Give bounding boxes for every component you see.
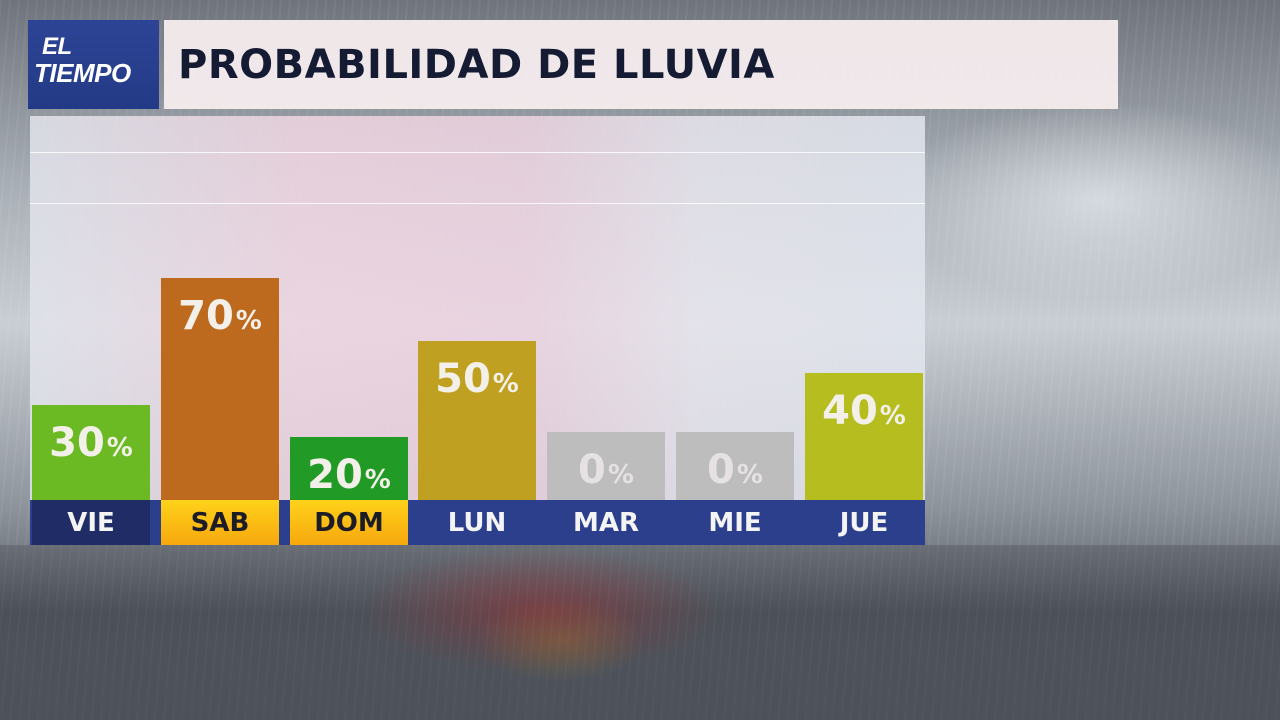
- day-label-dom: DOM: [290, 500, 408, 545]
- logo-line-2: TIEMPO: [34, 58, 131, 88]
- day-label-lun: LUN: [447, 507, 507, 538]
- day-label-vie: VIE: [32, 500, 150, 545]
- day-label-mie: MIE: [708, 507, 762, 538]
- wet-road-background: [0, 545, 1280, 720]
- percent-sign: %: [235, 306, 262, 336]
- bar-value-label: 70%: [178, 293, 262, 339]
- gridline: [30, 203, 925, 204]
- bar-value-label: 0%: [578, 447, 634, 493]
- bar-value-label: 20%: [307, 452, 391, 498]
- day-label-strip: VIE SAB DOM LUN MAR MIE JUE: [30, 500, 925, 545]
- gridline: [30, 152, 925, 153]
- bar-mie: 0%: [676, 432, 794, 500]
- day-label-jue: JUE: [839, 507, 889, 538]
- percent-sign: %: [364, 465, 391, 495]
- bar-dom: 20%: [290, 437, 408, 500]
- percent-sign: %: [492, 369, 519, 399]
- bar-lun: 50%: [418, 341, 536, 500]
- chart-panel: 30% 70% 20% 50% 0% 0% 40%: [30, 116, 925, 500]
- bar-value-label: 40%: [822, 388, 906, 434]
- el-tiempo-logo: EL TIEMPO: [28, 20, 159, 109]
- bar-vie: 30%: [32, 405, 150, 500]
- bar-jue: 40%: [805, 373, 923, 500]
- bar-value-label: 0%: [707, 447, 763, 493]
- percent-sign: %: [607, 460, 634, 490]
- bar-sab: 70%: [161, 278, 279, 500]
- bar-mar: 0%: [547, 432, 665, 500]
- bar-value-label: 50%: [435, 356, 519, 402]
- logo-line-1: EL: [42, 33, 72, 60]
- day-label-mar: MAR: [572, 507, 639, 538]
- percent-sign: %: [106, 433, 133, 463]
- percent-sign: %: [736, 460, 763, 490]
- bar-value-label: 30%: [49, 420, 133, 466]
- title-bar: PROBABILIDAD DE LLUVIA: [164, 20, 1118, 109]
- chart-title: PROBABILIDAD DE LLUVIA: [178, 41, 775, 88]
- percent-sign: %: [879, 401, 906, 431]
- day-label-sab: SAB: [161, 500, 279, 545]
